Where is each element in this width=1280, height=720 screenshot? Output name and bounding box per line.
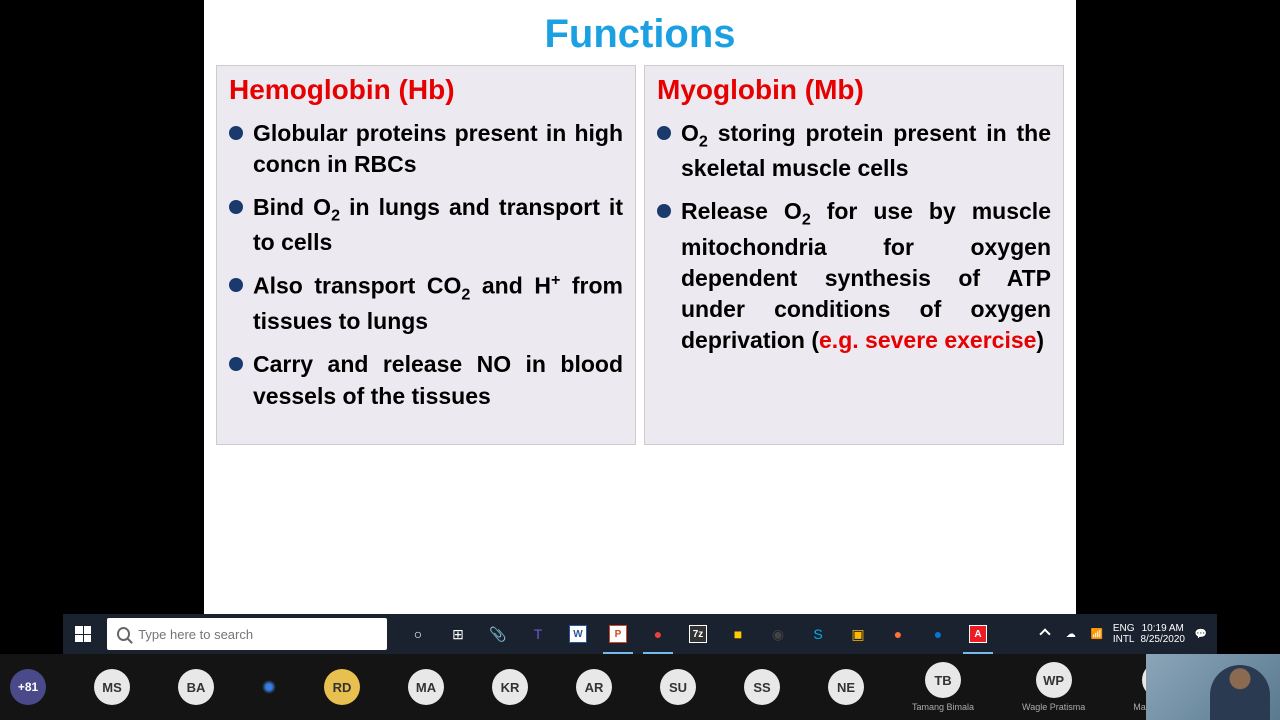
tray-notifications-icon[interactable]: 💬 bbox=[1191, 614, 1211, 654]
taskbar-app-media[interactable]: ◉ bbox=[759, 614, 797, 654]
bullet-dot-icon bbox=[657, 204, 671, 218]
left-column: Hemoglobin (Hb) Globular proteins presen… bbox=[216, 65, 636, 445]
participant-avatar[interactable]: BA bbox=[178, 669, 214, 705]
presenter-silhouette bbox=[1210, 665, 1270, 720]
search-icon bbox=[117, 627, 130, 641]
participant-avatar[interactable]: RD bbox=[324, 669, 360, 705]
taskbar-app-adobe[interactable]: A bbox=[959, 614, 997, 654]
presentation-slide: Functions Hemoglobin (Hb) Globular prote… bbox=[204, 0, 1076, 614]
tray-cloud-icon[interactable]: ☁ bbox=[1061, 614, 1081, 654]
participant-avatar[interactable]: SS bbox=[744, 669, 780, 705]
bullet-text: Also transport CO2 and H+ from tissues t… bbox=[253, 270, 623, 337]
bullet-dot-icon bbox=[229, 278, 243, 292]
taskbar-app-edge[interactable]: ● bbox=[919, 614, 957, 654]
taskbar-app-files[interactable]: ▣ bbox=[839, 614, 877, 654]
meeting-participants-bar: +81 MSBARDMAKRARSUSSNETBTamang BimalaWPW… bbox=[0, 654, 1280, 720]
taskbar-app-firefox[interactable]: ● bbox=[879, 614, 917, 654]
slide-title: Functions bbox=[204, 0, 1076, 65]
bullet-item: Globular proteins present in high concn … bbox=[229, 118, 623, 180]
taskbar-search[interactable] bbox=[107, 618, 387, 650]
participant-named[interactable]: WP Wagle Pratisma bbox=[1022, 662, 1085, 712]
right-heading: Myoglobin (Mb) bbox=[657, 74, 1051, 106]
bullet-dot-icon bbox=[229, 200, 243, 214]
tray-clock[interactable]: 10:19 AM 8/25/2020 bbox=[1141, 623, 1186, 645]
taskbar-app-explorer-pin[interactable]: 📎 bbox=[479, 614, 517, 654]
extra-participants-count[interactable]: +81 bbox=[10, 669, 46, 705]
taskbar-app-powerpoint[interactable]: P bbox=[599, 614, 637, 654]
participant-avatar[interactable]: SU bbox=[660, 669, 696, 705]
participant-name: Wagle Pratisma bbox=[1022, 702, 1085, 712]
tray-language[interactable]: ENG INTL bbox=[1113, 623, 1135, 645]
bullet-item: O2 storing protein present in the skelet… bbox=[657, 118, 1051, 184]
participant-avatar[interactable]: MA bbox=[408, 669, 444, 705]
bullet-text: Release O2 for use by muscle mitochondri… bbox=[681, 196, 1051, 356]
taskbar-app-teams[interactable]: T bbox=[519, 614, 557, 654]
bullet-dot-icon bbox=[229, 126, 243, 140]
system-tray: ☁ 📶 ENG INTL 10:19 AM 8/25/2020 💬 bbox=[1035, 614, 1217, 654]
bullet-dot-icon bbox=[657, 126, 671, 140]
speaking-indicator-icon bbox=[262, 680, 276, 694]
taskbar-app-7z[interactable]: 7z bbox=[679, 614, 717, 654]
presenter-webcam[interactable] bbox=[1146, 654, 1280, 720]
taskbar-app-taskview[interactable]: ⊞ bbox=[439, 614, 477, 654]
taskbar-app-skype[interactable]: S bbox=[799, 614, 837, 654]
bullet-item: Bind O2 in lungs and transport it to cel… bbox=[229, 192, 623, 258]
participant-avatar: WP bbox=[1036, 662, 1072, 698]
search-input[interactable] bbox=[138, 627, 377, 642]
windows-icon bbox=[75, 626, 91, 642]
taskbar-app-chrome[interactable]: ● bbox=[639, 614, 677, 654]
tray-chevron-icon[interactable] bbox=[1035, 614, 1055, 654]
bullet-item: Carry and release NO in blood vessels of… bbox=[229, 349, 623, 411]
taskbar-app-notes[interactable]: ■ bbox=[719, 614, 757, 654]
participant-name: Tamang Bimala bbox=[912, 702, 974, 712]
bullet-dot-icon bbox=[229, 357, 243, 371]
bullet-item: Release O2 for use by muscle mitochondri… bbox=[657, 196, 1051, 356]
start-button[interactable] bbox=[63, 614, 103, 654]
bullet-text: O2 storing protein present in the skelet… bbox=[681, 118, 1051, 184]
taskbar-app-word[interactable]: W bbox=[559, 614, 597, 654]
participant-named[interactable]: TB Tamang Bimala bbox=[912, 662, 974, 712]
bullet-text: Bind O2 in lungs and transport it to cel… bbox=[253, 192, 623, 258]
participant-avatar[interactable]: NE bbox=[828, 669, 864, 705]
bullet-text: Globular proteins present in high concn … bbox=[253, 118, 623, 180]
left-heading: Hemoglobin (Hb) bbox=[229, 74, 623, 106]
taskbar-apps: ○⊞📎TWP●7z■◉S▣●●A bbox=[399, 614, 997, 654]
participant-avatar[interactable]: KR bbox=[492, 669, 528, 705]
windows-taskbar: ○⊞📎TWP●7z■◉S▣●●A ☁ 📶 ENG INTL 10:19 AM 8… bbox=[63, 614, 1217, 654]
bullet-item: Also transport CO2 and H+ from tissues t… bbox=[229, 270, 623, 337]
left-bullets: Globular proteins present in high concn … bbox=[229, 118, 623, 412]
right-bullets: O2 storing protein present in the skelet… bbox=[657, 118, 1051, 356]
participant-avatar[interactable]: MS bbox=[94, 669, 130, 705]
slide-columns: Hemoglobin (Hb) Globular proteins presen… bbox=[204, 65, 1076, 445]
right-column: Myoglobin (Mb) O2 storing protein presen… bbox=[644, 65, 1064, 445]
participant-avatar[interactable]: AR bbox=[576, 669, 612, 705]
bullet-text: Carry and release NO in blood vessels of… bbox=[253, 349, 623, 411]
participant-avatar: TB bbox=[925, 662, 961, 698]
tray-network-icon[interactable]: 📶 bbox=[1087, 614, 1107, 654]
taskbar-app-cortana[interactable]: ○ bbox=[399, 614, 437, 654]
